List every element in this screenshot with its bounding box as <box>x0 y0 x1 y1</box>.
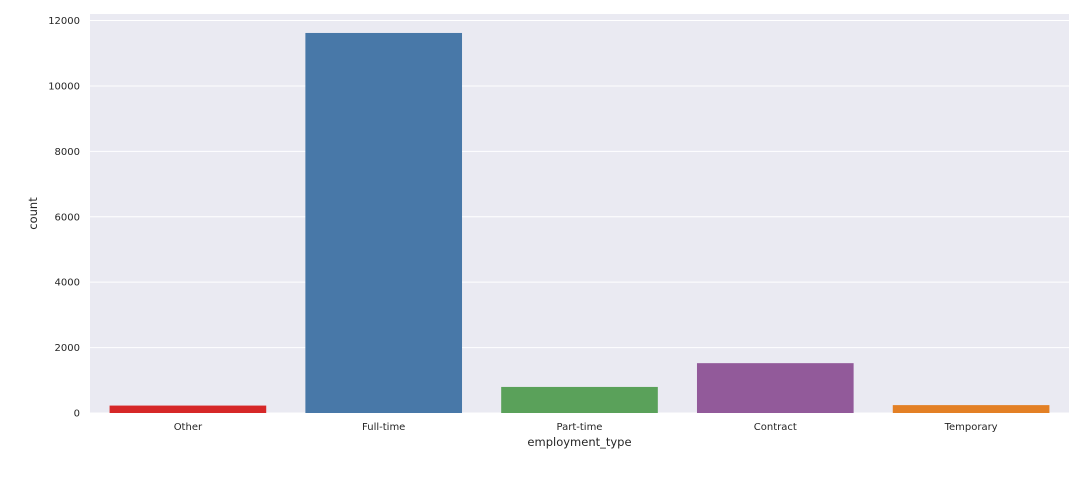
x-axis-label: employment_type <box>527 435 631 449</box>
bar-other <box>109 405 267 413</box>
bar-contract <box>696 363 854 413</box>
plot-area <box>90 14 1069 413</box>
x-tick-label: Full-time <box>362 422 405 433</box>
bar-temporary <box>892 405 1050 413</box>
y-tick-label: 6000 <box>55 212 80 223</box>
x-tick-label: Temporary <box>944 422 998 433</box>
x-tick-label: Contract <box>754 422 797 433</box>
y-axis-ticks: 0 2000 4000 6000 8000 10000 12000 <box>48 16 80 419</box>
x-axis-ticks: Other Full-time Part-time Contract Temporary <box>174 422 998 433</box>
grid-lines <box>90 20 1069 414</box>
bars <box>109 32 1050 414</box>
y-tick-label: 10000 <box>48 81 80 92</box>
bar-full-time <box>305 32 463 414</box>
x-tick-label: Other <box>174 422 203 433</box>
x-tick-label: Part-time <box>557 422 603 433</box>
y-axis-label: count <box>26 197 40 230</box>
y-tick-label: 2000 <box>55 343 80 354</box>
y-tick-label: 0 <box>74 409 80 420</box>
y-tick-label: 8000 <box>55 147 80 158</box>
bar-part-time <box>501 386 658 413</box>
y-tick-label: 12000 <box>48 16 80 27</box>
y-tick-label: 4000 <box>55 278 80 289</box>
